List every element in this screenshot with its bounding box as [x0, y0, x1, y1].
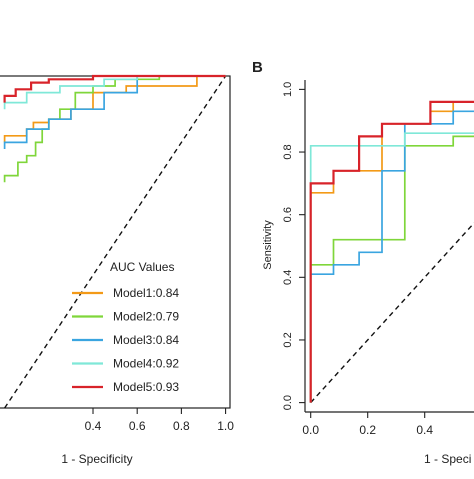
- legend-label-model3: Model3:0.84: [113, 333, 179, 347]
- panel-b-y-axis-label: Sensitivity: [262, 220, 274, 270]
- x-tick-label: 0.2: [359, 423, 376, 437]
- roc-curve-model5: [3, 74, 226, 103]
- roc-curve-model5: [309, 100, 474, 403]
- panel-a-series: [3, 74, 227, 409]
- panel-b-x-ticks: 0.0 0.2 0.4: [302, 412, 433, 437]
- y-tick-label: 1.0: [282, 82, 294, 97]
- roc-curve-model3: [309, 110, 474, 403]
- x-tick-label: 1.0: [217, 419, 234, 433]
- panel-a-x-ticks: 0.4 0.6 0.8 1.0: [85, 408, 234, 433]
- legend-label-model5: Model5:0.93: [113, 380, 179, 394]
- legend-label-model4: Model4:0.92: [113, 357, 179, 371]
- x-tick-label: 0.6: [129, 419, 146, 433]
- legend: AUC Values Model1:0.84 Model2:0.79 Model3:…: [72, 260, 179, 394]
- legend-label-model1: Model1:0.84: [113, 286, 179, 300]
- legend-title: AUC Values: [110, 260, 174, 274]
- x-tick-label: 0.4: [416, 423, 433, 437]
- panel-b-series: [309, 100, 474, 404]
- roc-curve-model4: [3, 75, 226, 110]
- y-tick-label: 0.4: [282, 270, 294, 285]
- legend-items: Model1:0.84 Model2:0.79 Model3:0.84 Model4:…: [72, 286, 179, 394]
- y-tick-label: 0.2: [282, 332, 294, 347]
- y-tick-label: 0.0: [282, 395, 294, 410]
- panel-b-label: B: [252, 59, 263, 76]
- x-tick-label: 0.8: [173, 419, 190, 433]
- panel-b: B 0.0 0.2 0.4 0.6 0.8 1.0 0.0 0.2 0.4 Sensitivi…: [252, 59, 474, 466]
- x-tick-label: 0.0: [302, 423, 319, 437]
- y-tick-label: 0.8: [282, 144, 294, 159]
- panel-a: 0.4 0.6 0.8 1.0 1 - Specificity AUC Values …: [0, 74, 234, 466]
- roc-curve-model3: [3, 75, 226, 149]
- reference-diagonal-line: [4, 75, 227, 409]
- y-tick-label: 0.6: [282, 207, 294, 222]
- legend-label-model2: Model2:0.79: [113, 310, 179, 324]
- x-tick-label: 0.4: [85, 419, 102, 433]
- panel-b-y-ticks: 0.0 0.2 0.4 0.6 0.8 1.0: [282, 82, 305, 410]
- roc-curve-model2: [309, 135, 474, 403]
- panel-a-x-axis-label: 1 - Specificity: [61, 452, 132, 466]
- reference-diagonal-line: [310, 222, 474, 404]
- panel-b-x-axis-label: 1 - Speci: [424, 452, 471, 466]
